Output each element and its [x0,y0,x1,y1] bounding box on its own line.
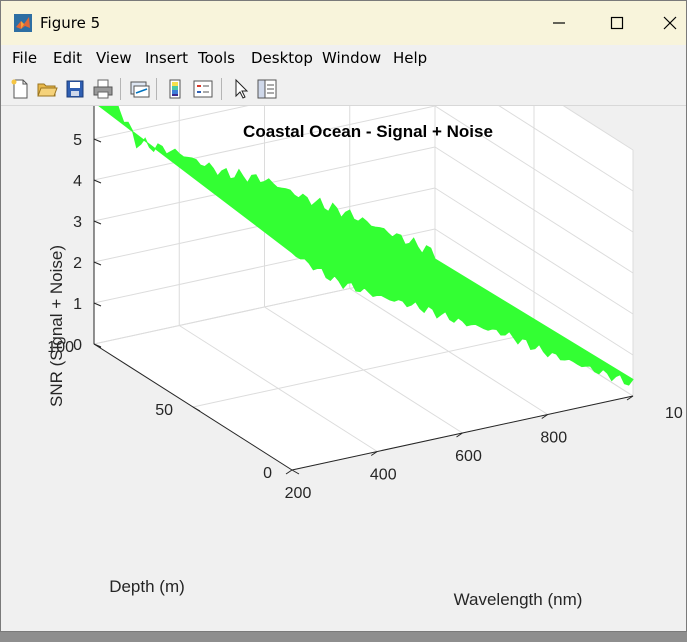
x-axis-label: Wavelength (nm) [454,590,583,609]
close-button[interactable] [652,9,687,37]
x-tick-label: 800 [540,430,567,447]
toolbar-separator [120,78,121,100]
z-tick [93,343,102,348]
menu-desktop[interactable]: Desktop [251,49,313,67]
edit-plot-arrow-icon[interactable] [228,77,252,101]
toolbar-separator [156,78,157,100]
menu-bar: File Edit View Insert Tools Desktop Wind… [1,45,686,71]
toolbar [1,73,686,106]
x-tick-label: 400 [370,467,397,484]
menu-view[interactable]: View [96,49,132,67]
y-tick-label: 0 [263,465,272,482]
figure-canvas: 20040060080010000501000123456 Coastal Oc… [6,23,687,628]
grid-line [434,187,634,315]
z-tick [93,220,102,225]
menu-edit[interactable]: Edit [53,49,83,67]
menu-file[interactable]: File [12,49,38,67]
x-tick [626,395,634,401]
z-tick-label: 3 [73,214,82,231]
grid-line [434,105,634,233]
menu-help[interactable]: Help [393,49,428,67]
surface-layer [92,96,634,386]
maximize-icon [610,16,624,30]
menu-tools[interactable]: Tools [198,49,235,67]
x-tick-label: 600 [455,448,482,465]
window-title: Figure 5 [40,14,101,32]
z-tick [93,261,102,266]
x-tick [370,451,378,456]
grid-line [93,105,436,181]
x-tick [456,432,463,438]
y-tick [291,469,300,475]
menu-window[interactable]: Window [322,49,382,67]
z-tick [93,179,102,184]
matlab-icon [14,14,32,32]
z-tick-label: 2 [73,255,82,272]
z-tick-label: 0 [73,337,82,354]
chart-title: Coastal Ocean - Signal + Noise [243,122,493,141]
x-tick [285,469,293,475]
surface-chart: 20040060080010000501000123456 Coastal Oc… [47,23,687,609]
x-tick [541,414,549,419]
z-tick [93,302,102,307]
y-tick-label: 50 [155,402,173,419]
property-inspector-icon[interactable] [255,77,279,101]
maximize-button[interactable] [594,9,640,37]
print-icon[interactable] [91,77,115,101]
y-axis-label: Depth (m) [109,577,185,596]
snr-surface [92,96,634,386]
z-tick [93,138,102,143]
minimize-icon [553,22,565,24]
menu-insert[interactable]: Insert [145,49,189,67]
save-icon[interactable] [63,77,87,101]
y-tick [192,406,201,412]
grid-line [434,228,634,356]
title-bar: Figure 5 [1,1,686,45]
new-figure-icon[interactable] [8,77,32,101]
insert-legend-icon[interactable] [191,77,215,101]
close-icon [663,16,677,30]
z-tick-label: 5 [73,132,82,149]
y-tick-label: 100 [47,339,74,356]
z-axis-label: SNR (Signal + Noise) [47,245,66,407]
x-tick-label: 200 [285,485,312,502]
z-tick-label: 1 [73,296,82,313]
open-file-icon[interactable] [35,77,59,101]
link-plot-icon[interactable] [127,77,151,101]
grid-line [192,332,535,408]
z-tick-label: 4 [73,173,82,190]
toolbar-separator [221,78,222,100]
minimize-button[interactable] [536,9,582,37]
grid-line [434,146,634,274]
insert-colorbar-icon[interactable] [163,77,187,101]
z-tick-label: 6 [73,106,82,108]
